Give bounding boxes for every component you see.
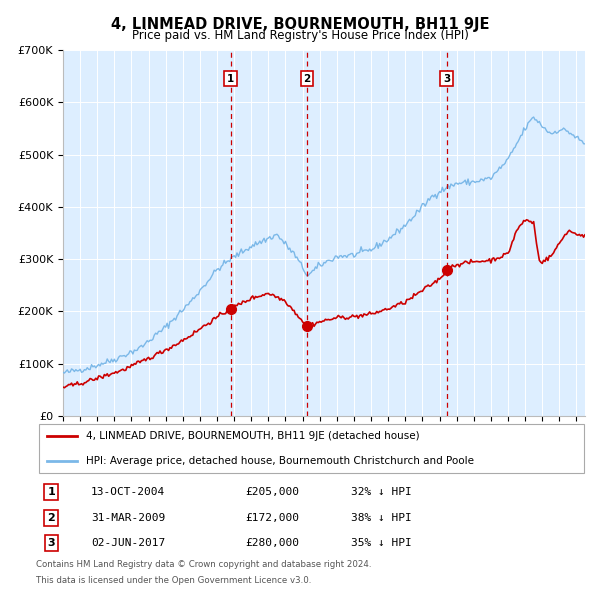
Text: 32% ↓ HPI: 32% ↓ HPI xyxy=(350,487,412,497)
Text: £280,000: £280,000 xyxy=(246,538,300,548)
FancyBboxPatch shape xyxy=(39,424,584,473)
Text: 4, LINMEAD DRIVE, BOURNEMOUTH, BH11 9JE: 4, LINMEAD DRIVE, BOURNEMOUTH, BH11 9JE xyxy=(111,17,489,31)
Text: £205,000: £205,000 xyxy=(246,487,300,497)
Text: 2: 2 xyxy=(303,74,311,84)
Text: 31-MAR-2009: 31-MAR-2009 xyxy=(91,513,166,523)
Text: 02-JUN-2017: 02-JUN-2017 xyxy=(91,538,166,548)
Text: 3: 3 xyxy=(47,538,55,548)
Text: 13-OCT-2004: 13-OCT-2004 xyxy=(91,487,166,497)
Text: 38% ↓ HPI: 38% ↓ HPI xyxy=(350,513,412,523)
Text: HPI: Average price, detached house, Bournemouth Christchurch and Poole: HPI: Average price, detached house, Bour… xyxy=(86,455,473,466)
Text: 4, LINMEAD DRIVE, BOURNEMOUTH, BH11 9JE (detached house): 4, LINMEAD DRIVE, BOURNEMOUTH, BH11 9JE … xyxy=(86,431,419,441)
Text: This data is licensed under the Open Government Licence v3.0.: This data is licensed under the Open Gov… xyxy=(36,576,311,585)
Text: Contains HM Land Registry data © Crown copyright and database right 2024.: Contains HM Land Registry data © Crown c… xyxy=(36,560,371,569)
Text: 35% ↓ HPI: 35% ↓ HPI xyxy=(350,538,412,548)
Text: 2: 2 xyxy=(47,513,55,523)
Text: 1: 1 xyxy=(227,74,234,84)
Text: Price paid vs. HM Land Registry's House Price Index (HPI): Price paid vs. HM Land Registry's House … xyxy=(131,30,469,42)
Text: £172,000: £172,000 xyxy=(246,513,300,523)
Text: 1: 1 xyxy=(47,487,55,497)
Text: 3: 3 xyxy=(443,74,451,84)
